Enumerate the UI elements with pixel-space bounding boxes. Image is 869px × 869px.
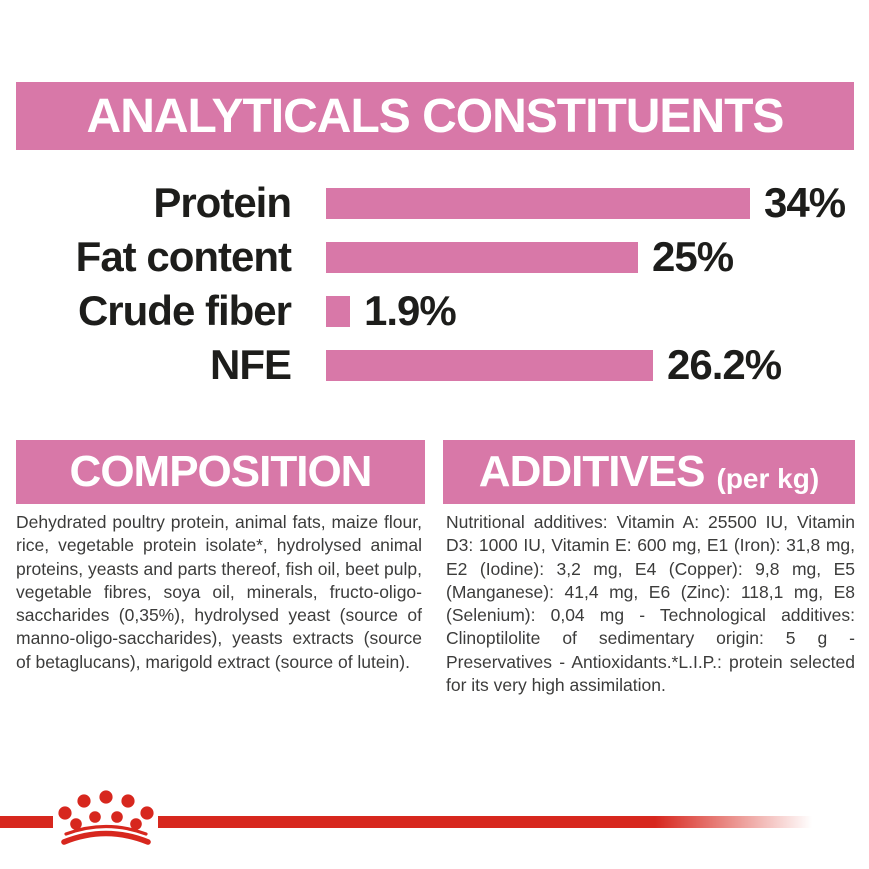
additives-title: ADDITIVES — [478, 447, 706, 496]
footer-stripe-right — [158, 816, 812, 828]
royal-canin-crown-icon — [58, 790, 154, 845]
footer-stripe-left — [0, 816, 53, 828]
chart-row-label: Fat content — [75, 233, 292, 280]
additives-text: Nutritional additives: Vitamin A: 25500 … — [446, 512, 855, 696]
chart-row: Protein 34% — [0, 176, 869, 230]
chart-bar — [326, 241, 638, 273]
chart-bar — [326, 295, 350, 327]
composition-title: COMPOSITION — [69, 447, 373, 496]
composition-text: Dehydrated poultry protein, animal fats,… — [16, 512, 422, 672]
chart-bar-value: 25% — [652, 233, 734, 280]
chart-row: Crude fiber 1.9% — [0, 284, 869, 338]
bar-chart: Protein 34% Fat content 25% Crude fiber 1.9% N… — [0, 176, 869, 392]
chart-row-label: NFE — [210, 341, 292, 388]
chart-row-label: Protein — [153, 179, 292, 226]
chart-bar-value: 26.2% — [667, 341, 782, 388]
additives-title-suffix: (per kg) — [716, 463, 820, 494]
composition-banner: COMPOSITION — [16, 440, 425, 504]
chart-bar — [326, 187, 750, 219]
chart-row: NFE 26.2% — [0, 338, 869, 392]
additives-banner: ADDITIVES (per kg) — [443, 440, 855, 504]
chart-bar-value: 34% — [764, 179, 846, 226]
analyticals-banner: ANALYTICALS CONSTITUENTS — [16, 82, 854, 150]
chart-row: Fat content 25% — [0, 230, 869, 284]
chart-row-label: Crude fiber — [77, 287, 292, 334]
analyticals-title: ANALYTICALS CONSTITUENTS — [86, 89, 785, 143]
chart-bar-value: 1.9% — [364, 287, 457, 334]
chart-bar — [326, 349, 653, 381]
